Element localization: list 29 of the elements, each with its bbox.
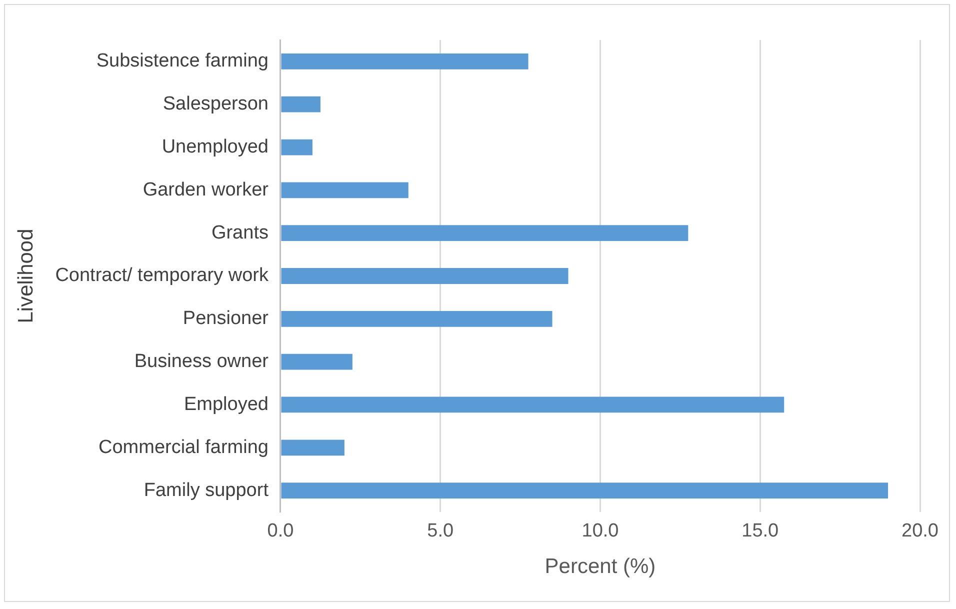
bar bbox=[281, 225, 688, 242]
x-tick-label: 15.0 bbox=[742, 520, 779, 542]
bar bbox=[281, 482, 888, 498]
bar bbox=[281, 310, 552, 327]
bar bbox=[281, 354, 352, 370]
y-tick-label: Unemployed bbox=[162, 136, 268, 158]
y-tick-label: Subsistence farming bbox=[96, 50, 268, 72]
bar bbox=[281, 96, 320, 112]
x-tick-label: 0.0 bbox=[267, 520, 294, 542]
bar bbox=[281, 268, 568, 284]
bar bbox=[281, 54, 528, 70]
y-tick-label: Pensioner bbox=[182, 308, 270, 330]
y-tick-label: Business owner bbox=[134, 351, 270, 372]
y-tick-label: Salesperson bbox=[162, 94, 268, 115]
bar bbox=[281, 440, 344, 456]
y-tick-label: Employed bbox=[184, 394, 268, 415]
bar bbox=[281, 396, 784, 413]
bar bbox=[281, 139, 312, 156]
x-tick-label: 10.0 bbox=[582, 520, 619, 542]
y-tick-label: Contract/ temporary work bbox=[55, 265, 269, 286]
y-tick-label: Grants bbox=[211, 222, 268, 244]
x-axis-title: Percent (%) bbox=[544, 555, 656, 578]
y-tick-label: Family support bbox=[144, 480, 270, 501]
y-tick-label: Commercial farming bbox=[98, 436, 268, 458]
bar bbox=[281, 182, 408, 198]
x-tick-label: 20.0 bbox=[902, 520, 938, 542]
y-tick-label: Garden worker bbox=[142, 179, 270, 200]
x-tick-label: 5.0 bbox=[427, 520, 454, 542]
y-axis-title: Livelihood bbox=[14, 228, 38, 324]
